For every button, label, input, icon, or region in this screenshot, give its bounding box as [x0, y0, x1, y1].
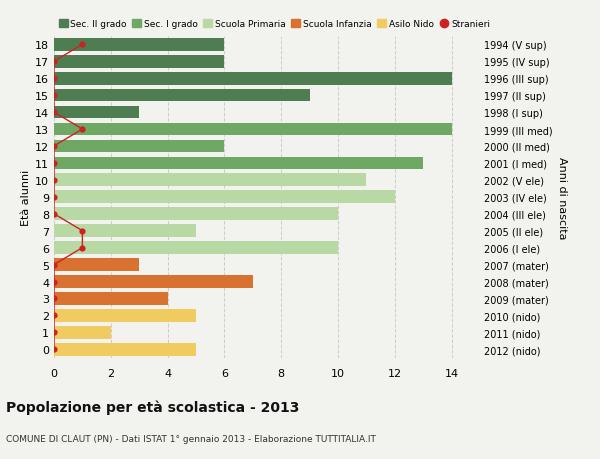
Bar	[54, 259, 139, 271]
Bar	[54, 39, 224, 51]
Bar	[54, 73, 452, 85]
Bar	[54, 309, 196, 322]
Bar	[54, 106, 139, 119]
Bar	[54, 123, 452, 136]
Bar	[54, 90, 310, 102]
Bar	[54, 343, 196, 356]
Bar	[54, 191, 395, 204]
Legend: Sec. II grado, Sec. I grado, Scuola Primaria, Scuola Infanzia, Asilo Nido, Stran: Sec. II grado, Sec. I grado, Scuola Prim…	[59, 20, 490, 29]
Bar	[54, 174, 367, 187]
Y-axis label: Anni di nascita: Anni di nascita	[557, 156, 566, 239]
Bar	[54, 326, 111, 339]
Bar	[54, 56, 224, 68]
Y-axis label: Età alunni: Età alunni	[21, 169, 31, 225]
Bar	[54, 225, 196, 237]
Bar	[54, 208, 338, 221]
Text: COMUNE DI CLAUT (PN) - Dati ISTAT 1° gennaio 2013 - Elaborazione TUTTITALIA.IT: COMUNE DI CLAUT (PN) - Dati ISTAT 1° gen…	[6, 434, 376, 443]
Bar	[54, 242, 338, 254]
Bar	[54, 275, 253, 288]
Text: Popolazione per età scolastica - 2013: Popolazione per età scolastica - 2013	[6, 399, 299, 414]
Bar	[54, 292, 167, 305]
Bar	[54, 157, 423, 170]
Bar	[54, 140, 224, 153]
